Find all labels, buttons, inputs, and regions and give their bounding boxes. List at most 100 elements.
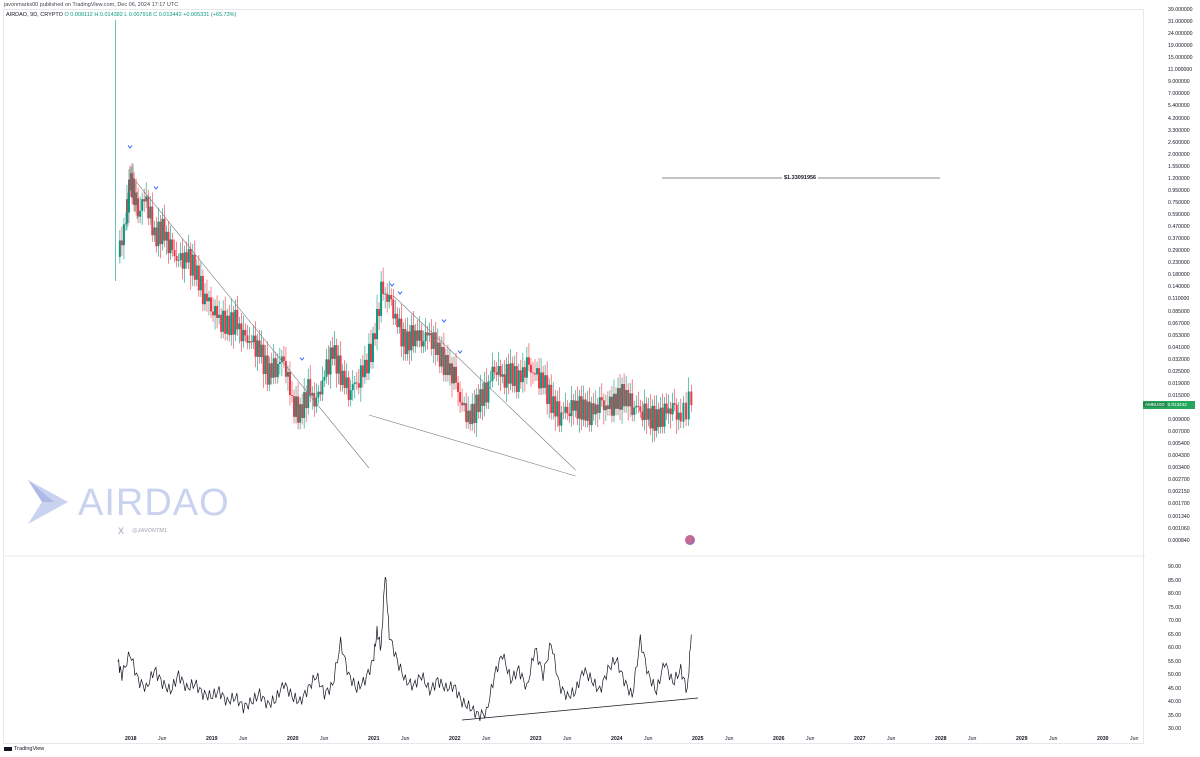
- chart-canvas[interactable]: [0, 0, 1145, 745]
- oscillator-tick-label: 30.00: [1168, 726, 1181, 732]
- price-tick-label: 7.000000: [1168, 91, 1190, 98]
- x-logo-icon: X: [118, 526, 125, 536]
- candle-body: [274, 358, 277, 378]
- candle-body: [293, 396, 296, 417]
- candle-body: [333, 345, 336, 359]
- candle-body: [477, 394, 480, 413]
- time-axis[interactable]: 2018 Jun 2019 Jun 2020 Jun 2021 Jun 2022 Jun 2023 J…: [0, 733, 1145, 745]
- price-scale[interactable]: 39.000000 31.000000 24.000000 19.000000 15.0…: [1145, 0, 1200, 745]
- candle-body: [133, 178, 136, 205]
- candle-body: [584, 399, 587, 421]
- price-tick-label: 0.000840: [1168, 537, 1190, 544]
- candle-body: [515, 366, 518, 392]
- us-flag-icon[interactable]: [685, 535, 695, 545]
- price-tick-label: 0.002700: [1168, 477, 1190, 484]
- candle-body: [130, 173, 133, 191]
- candle-body: [485, 382, 488, 403]
- candle-body: [137, 198, 140, 217]
- candle-body: [487, 381, 490, 403]
- candle-body: [367, 343, 370, 374]
- candle-body: [191, 254, 194, 276]
- candle-body: [495, 372, 498, 375]
- candle-body: [453, 366, 455, 384]
- price-tick-label: 11.000000: [1168, 67, 1193, 74]
- candle-body: [254, 335, 257, 357]
- candle-body: [272, 358, 275, 378]
- candle-body: [562, 412, 565, 414]
- candle-body: [325, 359, 328, 377]
- candle-body: [266, 355, 269, 385]
- candle-body: [621, 384, 624, 410]
- candle-body: [661, 407, 664, 427]
- candle-body: [540, 372, 543, 389]
- candle-body: [232, 312, 235, 335]
- candle-body: [598, 397, 601, 413]
- candle-body: [594, 404, 597, 415]
- candle-body: [234, 309, 237, 335]
- candle-body: [682, 402, 685, 422]
- candle-body: [262, 344, 265, 375]
- candle-body: [268, 363, 271, 385]
- price-tick-label: 5.400000: [1168, 103, 1190, 110]
- candle-body: [311, 392, 314, 396]
- candle-body: [134, 192, 137, 205]
- candle-body: [351, 384, 354, 391]
- legend-symbol: AIRDAO, 9D, CRYPTO: [6, 12, 63, 18]
- price-tick-label: 0.041000: [1168, 344, 1190, 351]
- candle-body: [657, 409, 660, 428]
- candle-body: [339, 355, 342, 385]
- candle-body: [627, 389, 630, 407]
- time-tick-label: 2024: [611, 736, 623, 742]
- candle-body: [483, 382, 486, 406]
- candle-body: [645, 403, 648, 420]
- candle-body: [432, 332, 435, 349]
- time-tick-label: 2026: [773, 736, 785, 742]
- candle-body: [345, 377, 348, 388]
- candle-body: [408, 331, 411, 351]
- price-tick-label: 0.019000: [1168, 380, 1190, 387]
- candle-body: [145, 196, 148, 202]
- chevron-down-marker-icon: [441, 319, 447, 323]
- candle-body: [647, 408, 650, 420]
- time-tick-label: 2022: [449, 736, 461, 742]
- oscillator-tick-label: 70.00: [1168, 618, 1181, 624]
- candle-body: [521, 367, 524, 383]
- candle-body: [619, 388, 622, 410]
- candle-body: [499, 366, 502, 377]
- price-tick-label: 0.001340: [1168, 513, 1190, 520]
- candle-body: [410, 325, 413, 351]
- candle-body: [489, 380, 492, 382]
- candle-body: [124, 223, 127, 225]
- candle-body: [282, 356, 285, 362]
- oscillator-line: [117, 577, 692, 721]
- candle-body: [606, 405, 609, 410]
- candle-body: [400, 318, 403, 347]
- candle-body: [218, 314, 221, 318]
- oscillator-tick-label: 60.00: [1168, 645, 1181, 651]
- candle-body: [422, 341, 425, 347]
- candle-body: [143, 199, 146, 202]
- candle-body: [436, 342, 439, 355]
- candle-body: [519, 370, 522, 383]
- candle-body: [402, 328, 405, 347]
- candle-body: [612, 393, 615, 416]
- candle-body: [600, 397, 603, 401]
- price-tick-label: 4.200000: [1168, 115, 1190, 122]
- price-tick-label: 0.230000: [1168, 260, 1190, 267]
- candle-body: [313, 392, 316, 407]
- candle-body: [463, 403, 466, 406]
- time-tick-label: Jun: [239, 736, 248, 742]
- candle-body: [404, 328, 407, 355]
- candle-body: [677, 412, 680, 420]
- candle-body: [511, 363, 514, 386]
- price-tick-label: 0.370000: [1168, 236, 1190, 243]
- candle-body: [651, 405, 654, 429]
- legend-close: C 0.013442: [153, 12, 182, 18]
- candle-body: [497, 366, 500, 375]
- candle-body: [671, 403, 674, 415]
- candle-body: [531, 372, 534, 374]
- price-tick-label: 24.000000: [1168, 31, 1193, 38]
- price-tick-label: 0.590000: [1168, 212, 1190, 219]
- candle-body: [538, 368, 541, 389]
- time-tick-label: 2027: [854, 736, 866, 742]
